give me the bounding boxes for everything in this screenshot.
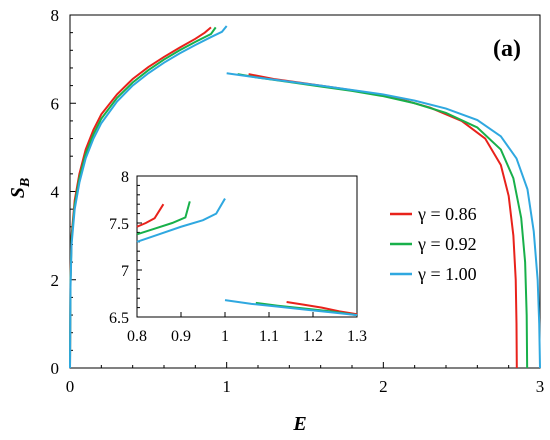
legend-label-0: γ = 0.86 [417,204,477,224]
legend: γ = 0.86 γ = 0.92 γ = 1.00 [390,204,477,284]
y-axis-title-main: S [7,187,29,198]
inset-x-tick-label-3: 1.1 [259,328,279,345]
inset-series-group [136,198,358,317]
inset-series-0-segment-0 [136,203,165,228]
x-axis-title: E [292,413,306,435]
inset-x-tick-label-5: 1.3 [347,328,367,345]
inset-y-tick-label-2: 7.5 [109,216,129,233]
inset-series-2-segment-1 [224,299,358,317]
inset-x-tick-label-2: 1 [221,328,229,345]
y-axis-title: SB [7,178,33,198]
inset-x-tick-label-4: 1.2 [303,328,323,345]
inset-background [137,176,357,317]
inset-y-tick-label-0: 6.5 [109,310,129,327]
main-series-2-segment-1 [226,72,541,369]
inset-x-tick-label-1: 0.9 [171,328,191,345]
main-plot: 0 1 2 3 0 2 4 6 8 [51,6,545,396]
y-tick-label-2: 4 [51,183,60,202]
y-axis-title-text: SB [7,178,33,198]
y-tick-label-0: 0 [51,359,60,378]
y-axis-title-subscript: B [18,178,33,188]
inset-y-tick-label-3: 8 [121,169,129,186]
inset-axis-ticks: 0.8 0.9 1 1.1 1.2 1.3 6.5 7 7.5 8 [109,169,367,345]
inset-series-2-segment-0 [136,198,226,243]
legend-label-1: γ = 0.92 [417,234,477,254]
main-series-group [69,25,541,369]
main-series-2-segment-0 [69,25,228,369]
inset-plot-frame [136,175,358,318]
inset-x-tick-label-0: 0.8 [127,328,147,345]
legend-label-2: γ = 1.00 [417,264,477,284]
panel-label: (a) [493,36,521,62]
inset-y-tick-label-1: 7 [121,263,129,280]
inset-plot: 0.8 0.9 1 1.1 1.2 1.3 6.5 7 7.5 8 [109,169,367,345]
y-tick-label-4: 8 [51,6,60,25]
inset-series-1-segment-0 [136,201,191,236]
y-tick-label-3: 6 [51,94,60,113]
x-tick-label-0: 0 [66,377,75,396]
x-tick-label-1: 1 [222,377,231,396]
x-tick-label-3: 3 [536,377,545,396]
inset-series-0-segment-1 [286,300,358,316]
y-tick-label-1: 2 [51,271,60,290]
x-tick-label-2: 2 [379,377,388,396]
